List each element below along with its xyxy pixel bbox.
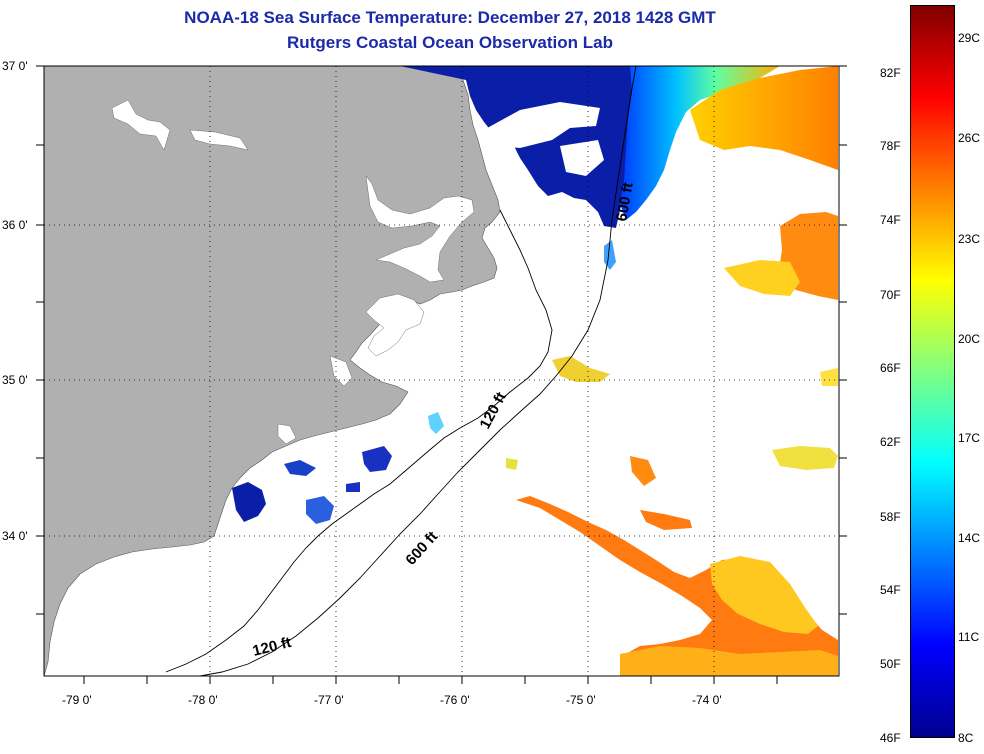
colorbar-f-label: 74F [880, 213, 901, 227]
colorbar [910, 5, 955, 738]
sst-warm-south2 [620, 646, 838, 676]
sst-warm-patch [820, 368, 838, 386]
inland-water [189, 129, 249, 151]
map-title: NOAA-18 Sea Surface Temperature: Decembe… [184, 8, 716, 27]
inland-water [365, 293, 425, 357]
lon-label-76: -76 0' [440, 693, 470, 707]
sst-coastal-cyan [428, 412, 444, 434]
colorbar-c-label: 17C [958, 431, 981, 445]
sst-warm-south [516, 496, 838, 676]
sst-warm-patch [772, 446, 838, 470]
inland-water [329, 355, 353, 387]
colorbar-f-label: 50F [880, 657, 901, 671]
sst-coastal-blue [284, 460, 316, 476]
sst-coastal-blue [362, 446, 392, 472]
contour-600ft [199, 65, 637, 677]
sst-coastal-blue [232, 482, 266, 522]
sst-warm-north [690, 66, 838, 170]
colorbar-f-label: 66F [880, 361, 901, 375]
axis-ticks [36, 65, 847, 684]
colorbar-f-label: 62F [880, 435, 901, 449]
inland-water [365, 175, 475, 283]
sst-coastal-blue [346, 482, 360, 492]
cloud-gap [560, 140, 604, 176]
lon-label-79: -79 0' [62, 693, 92, 707]
colorbar-c-label: 20C [958, 332, 981, 346]
inland-water [277, 423, 297, 445]
lat-label-36: 36 0' [2, 218, 28, 232]
colorbar-c-label: 26C [958, 131, 981, 145]
colorbar-c-label: 11C [958, 630, 980, 644]
sst-warm-patch [630, 456, 656, 486]
cloud-gap [480, 102, 600, 148]
colorbar-f-label: 82F [880, 66, 901, 80]
lon-label-75: -75 0' [566, 693, 596, 707]
contour-label-600-north: 600 ft [613, 181, 637, 223]
lon-label-77: -77 0' [314, 693, 344, 707]
lon-label-74: -74 0' [692, 693, 722, 707]
contour-120ft [165, 209, 553, 673]
colorbar-f-label: 58F [880, 510, 901, 524]
sst-front [620, 66, 780, 220]
colorbar-f-label: 70F [880, 288, 901, 302]
sst-coastal-blue [306, 496, 334, 524]
map-frame [43, 65, 840, 677]
sst-warm-south-yellow [710, 556, 818, 634]
graticule [44, 66, 839, 676]
colorbar-c-label: 8C [958, 731, 974, 745]
lat-label-34: 34 0' [2, 529, 28, 543]
inland-water [111, 99, 171, 151]
lon-label-78: -78 0' [188, 693, 218, 707]
map-subtitle: Rutgers Coastal Ocean Observation Lab [287, 33, 613, 52]
sst-warm-patch [640, 510, 692, 530]
lat-label-35: 35 0' [2, 373, 28, 387]
colorbar-f-label: 54F [880, 583, 901, 597]
colorbar-c-label: 14C [958, 531, 981, 545]
colorbar-c-label: 23C [958, 232, 981, 246]
sst-coastal-cyan [604, 240, 616, 270]
colorbar-f-label: 78F [880, 139, 901, 153]
sst-warm-east-mid2 [724, 260, 800, 296]
colorbar-f-label: 46F [880, 731, 901, 745]
lat-label-37: 37 0' [2, 59, 28, 73]
sst-warm-patch [506, 458, 518, 470]
colorbar-c-label: 29C [958, 31, 981, 45]
